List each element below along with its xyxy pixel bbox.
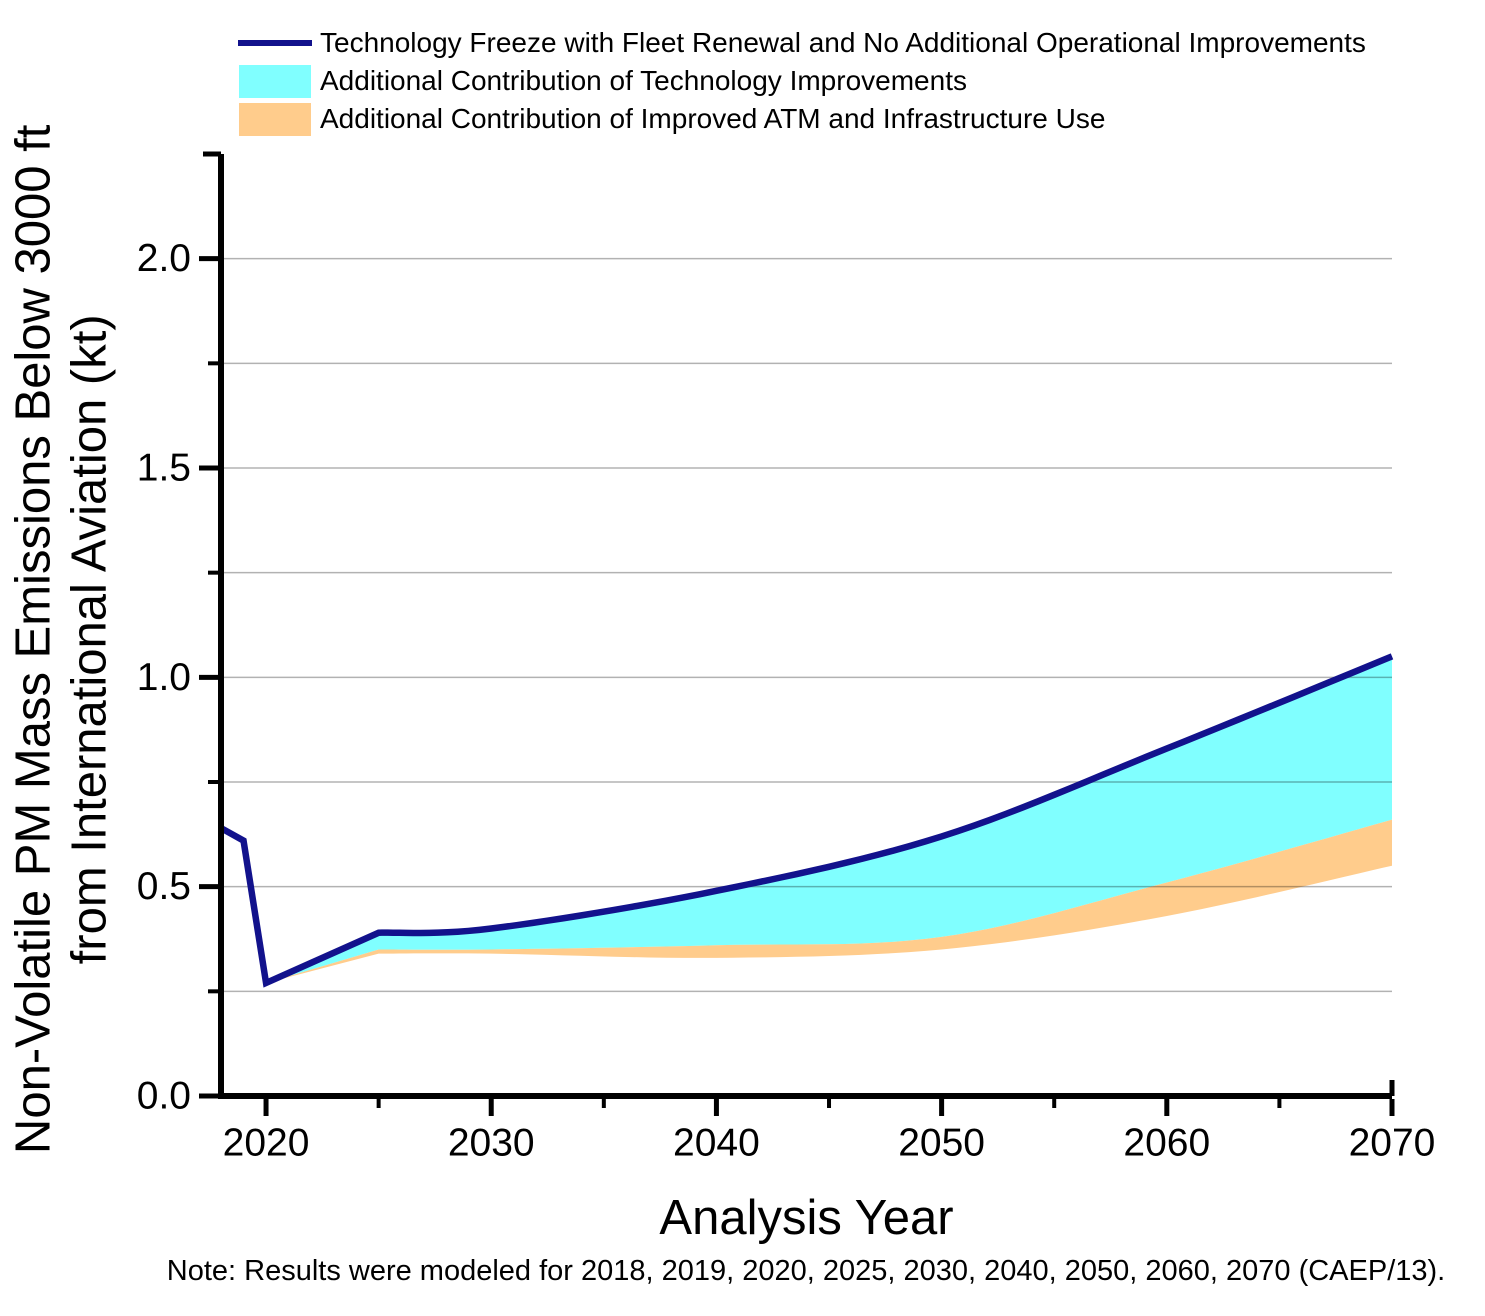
x-tick-label-2030: 2030: [448, 1122, 535, 1165]
technology-freeze-line: [219, 653, 1394, 988]
legend-item-technology-freeze: Technology Freeze with Fleet Renewal and…: [238, 24, 1366, 62]
atm-infrastructure-area: [221, 819, 1392, 983]
freeze-line-swatch: [238, 40, 312, 46]
legend-item-atm-infrastructure: Additional Contribution of Improved ATM …: [238, 100, 1366, 138]
x-axis-title: Analysis Year: [659, 1191, 954, 1245]
legend-line-swatch-freeze: [238, 24, 312, 62]
atm-fill-swatch: [239, 102, 311, 136]
legend-fill-swatch-tech-wrap: [238, 62, 312, 100]
technology-improvements-area: [221, 656, 1392, 983]
legend-label-atm-infrastructure: Additional Contribution of Improved ATM …: [320, 103, 1106, 134]
legend-fill-swatch-atm-wrap: [238, 100, 312, 138]
y-tick-label-0.5: 0.5: [137, 865, 191, 908]
x-tick-label-2050: 2050: [898, 1122, 985, 1165]
legend-label-technology-freeze: Technology Freeze with Fleet Renewal and…: [320, 27, 1366, 58]
y-axis-title-line2: from International Aviation (kt): [63, 314, 117, 965]
y-tick-label-1: 1.0: [137, 656, 191, 699]
x-tick-label-2070: 2070: [1349, 1122, 1436, 1165]
y-tick-label-1.5: 1.5: [137, 447, 191, 490]
chart-legend: Technology Freeze with Fleet Renewal and…: [238, 24, 1366, 138]
y-axis-title-line1: Non-Volatile PM Mass Emissions Below 300…: [6, 124, 61, 1155]
x-tick-label-2040: 2040: [673, 1122, 760, 1165]
tech-fill-swatch: [239, 64, 311, 98]
y-tick-label-0: 0.0: [137, 1075, 191, 1118]
legend-label-technology-improvements: Additional Contribution of Technology Im…: [320, 65, 967, 96]
y-tick-label-2: 2.0: [137, 237, 191, 280]
y-axis-title: Non-Volatile PM Mass Emissions Below 300…: [6, 39, 119, 1239]
x-tick-label-2020: 2020: [223, 1122, 310, 1165]
footnote: Note: Results were modeled for 2018, 201…: [166, 1255, 1446, 1287]
legend-item-technology-improvements: Additional Contribution of Technology Im…: [238, 62, 1366, 100]
x-tick-label-2060: 2060: [1123, 1122, 1210, 1165]
